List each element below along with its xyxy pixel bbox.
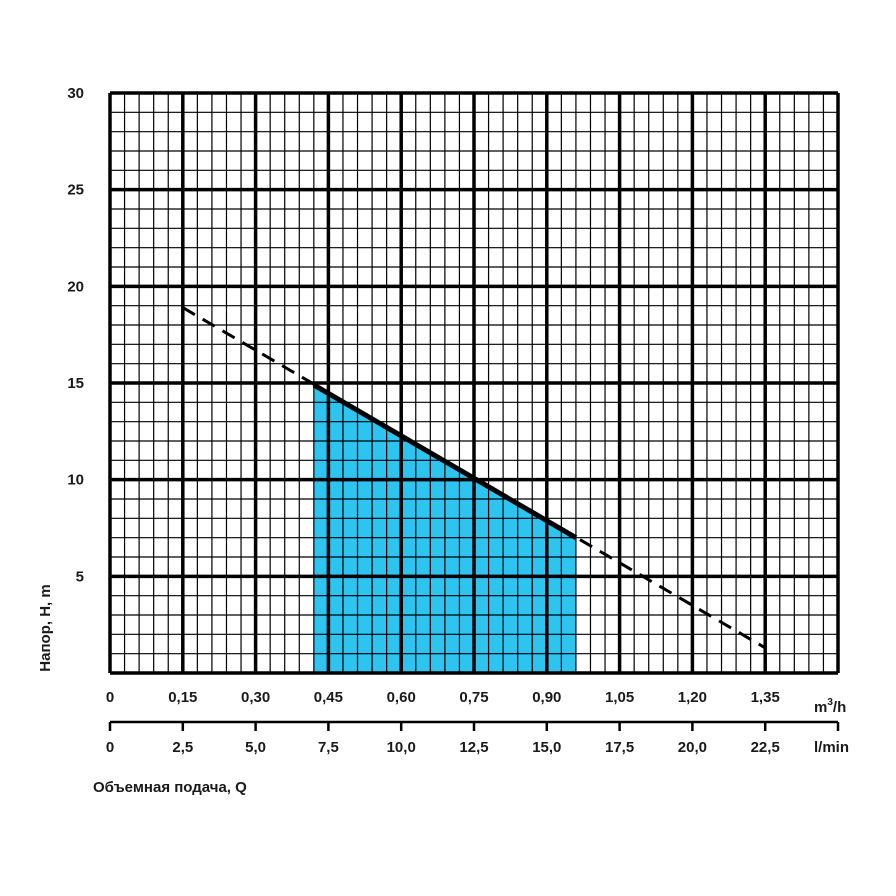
y-tick-labels: 5 10 15 20 25 30 xyxy=(67,85,84,585)
y-tick-label: 25 xyxy=(67,182,84,199)
x-tick-label-lmin: 12,5 xyxy=(459,739,488,756)
x-tick-label-m3h: 0,60 xyxy=(387,689,416,706)
y-tick-label: 10 xyxy=(67,472,84,489)
x-unit-lmin: l/min xyxy=(814,739,849,756)
x-tick-label-lmin: 7,5 xyxy=(318,739,339,756)
x-tick-label-m3h: 1,20 xyxy=(678,689,707,706)
curve-dashed xyxy=(182,306,766,650)
x-axis-title: Объемная подача, Q xyxy=(93,779,247,796)
x-tick-label-m3h: 0,75 xyxy=(459,689,488,706)
x-tick-label-lmin: 5,0 xyxy=(245,739,266,756)
y-tick-label: 15 xyxy=(67,375,84,392)
y-tick-label: 20 xyxy=(67,278,84,295)
x-tick-labels-lmin: 0 2,5 5,0 7,5 10,0 12,5 15,0 17,5 20,0 22,5 xyxy=(106,739,780,756)
x-tick-label-m3h: 0,45 xyxy=(314,689,343,706)
series-lines xyxy=(182,306,766,650)
y-axis-title: Напор, H, m xyxy=(37,584,54,671)
curve-solid xyxy=(312,382,578,540)
x-tick-label-lmin: 0 xyxy=(106,739,114,756)
x-tick-label-lmin: 2,5 xyxy=(172,739,193,756)
x-tick-label-m3h: 0,90 xyxy=(532,689,561,706)
x-tick-label-lmin: 10,0 xyxy=(387,739,416,756)
x-tick-label-lmin: 15,0 xyxy=(532,739,561,756)
x-tick-labels-m3h: 0 0,15 0,30 0,45 0,60 0,75 0,90 1,05 1,20 1,35 xyxy=(106,689,780,706)
x-tick-label-lmin: 20,0 xyxy=(678,739,707,756)
x-tick-label-lmin: 17,5 xyxy=(605,739,634,756)
x-tick-label-m3h: 0,15 xyxy=(168,689,197,706)
x-tick-label-m3h: 0,30 xyxy=(241,689,270,706)
x-tick-label-lmin: 22,5 xyxy=(751,739,780,756)
x-tick-label-m3h: 1,05 xyxy=(605,689,634,706)
y-tick-label: 30 xyxy=(67,85,84,102)
secondary-x-axis-ticks xyxy=(108,722,840,731)
x-unit-m3h: m3/h xyxy=(814,697,846,716)
y-tick-label: 5 xyxy=(76,568,84,585)
x-tick-label-m3h: 1,35 xyxy=(751,689,780,706)
x-tick-label-m3h: 0 xyxy=(106,689,114,706)
major-grid xyxy=(108,91,840,675)
